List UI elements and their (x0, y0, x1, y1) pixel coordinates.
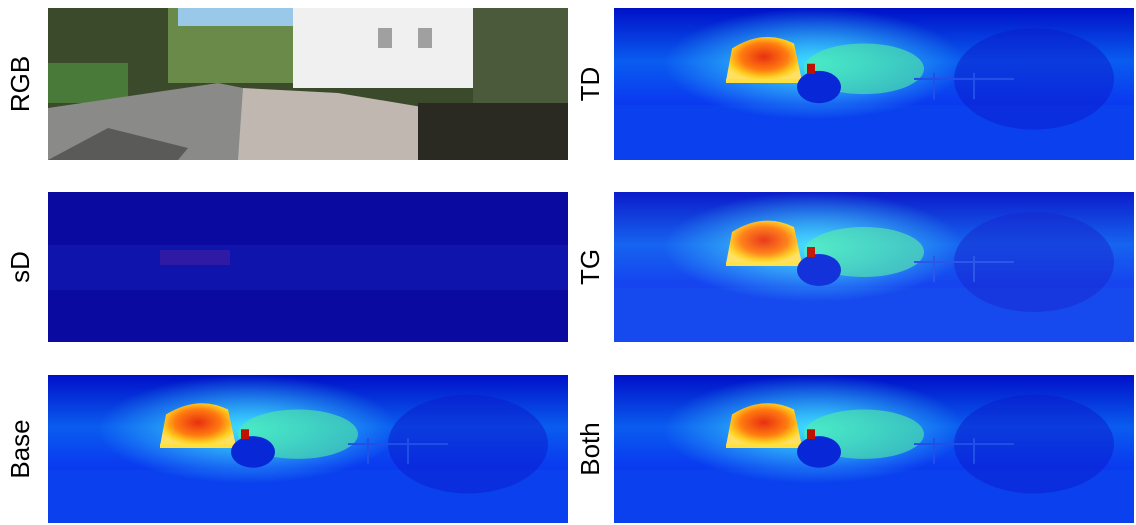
panel-label: TG (575, 249, 605, 285)
both-depth-map (614, 375, 1134, 523)
panel-label: sD (5, 251, 35, 283)
rgb-image (48, 8, 568, 160)
sd-depth-map (48, 192, 568, 342)
figure: RGB TD sD TG Base Both (0, 0, 1136, 525)
panel-label: RGB (5, 56, 35, 112)
base-depth-map (48, 375, 568, 523)
panel-label: TD (575, 67, 605, 102)
panel-label: Base (5, 419, 35, 478)
td-depth-map (614, 8, 1134, 160)
panel-label: Both (575, 422, 605, 476)
tg-depth-map (614, 192, 1134, 342)
